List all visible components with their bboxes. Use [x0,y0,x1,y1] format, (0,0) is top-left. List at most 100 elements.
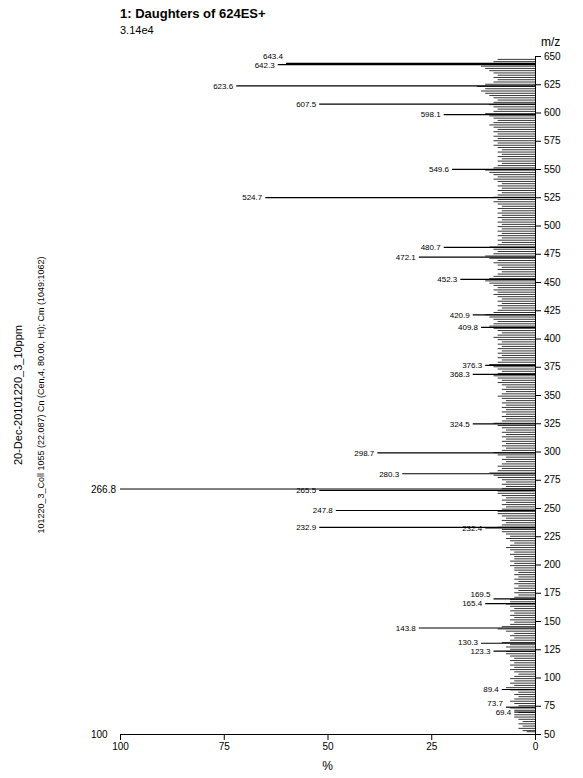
peak [494,97,536,98]
peak [502,332,535,333]
peak [510,683,535,684]
peak [494,323,536,324]
peak [498,181,535,182]
peak [514,714,535,715]
peak [498,100,535,101]
x-tick-label: 50 [322,741,334,752]
x-tick-mark [120,734,121,740]
peak [498,235,535,236]
peak [485,93,535,94]
peak [489,115,535,116]
peak [506,409,535,410]
peak [498,204,535,205]
peak-label: 169.5 [470,590,491,599]
peak [502,445,535,446]
peak [494,319,536,320]
peak [494,366,536,367]
peak [498,493,535,494]
peak [494,140,536,141]
peak [523,730,535,731]
peak [494,294,536,295]
peak [502,183,535,184]
peak [518,696,535,697]
peak [502,384,535,385]
peak-label: 598.1 [421,110,442,119]
peak [510,635,535,636]
peak [506,547,535,548]
peak [494,127,536,128]
peak [506,461,535,462]
y-tick: 600 [535,107,561,118]
peak [502,420,535,421]
y-tick: 325 [535,418,561,429]
peak [514,671,535,672]
peak [502,398,535,399]
peak [498,513,535,514]
peak [494,106,536,107]
peak [498,292,535,293]
peak [502,463,535,464]
info-text: 20-Dec-20101220_3_10ppm [12,325,24,465]
peak [419,256,535,257]
peak [460,279,535,280]
y-tick-label: 325 [544,418,561,429]
peak [514,667,535,668]
peak [518,705,535,706]
peak [494,111,536,112]
x-tick: 100 [112,734,129,752]
peak [502,515,535,516]
peak [510,610,535,611]
peak [498,287,535,288]
peak [319,490,535,491]
peak [494,262,536,263]
y-tick-label: 500 [544,220,561,231]
y-axis-line [536,57,542,735]
y-tick: 475 [535,248,561,259]
series-1 [236,63,535,712]
y-tick-mark [535,141,541,142]
chart: 0255075100507510012515017520022525027530… [0,0,583,778]
peak [498,213,535,214]
peak [494,337,536,338]
peak [498,335,535,336]
peak [502,341,535,342]
peak [510,660,535,661]
peak-label: 409.8 [458,323,479,332]
y-tick-label: 75 [544,700,556,711]
y-tick-mark [535,339,541,340]
peak [510,540,535,541]
y-tick: 550 [535,164,561,175]
peak-label: 123.3 [470,647,491,656]
peak [494,122,536,123]
peak [514,711,535,712]
peak [514,613,535,614]
peak [506,405,535,406]
peak [506,391,535,392]
peak [319,527,535,528]
peak [514,592,535,593]
peak [498,199,535,200]
peak [494,77,536,78]
x-tick: 75 [219,734,231,752]
peak [502,436,535,437]
peak [494,598,536,599]
peak [514,608,535,609]
y-tick: 525 [535,192,561,203]
peak-label: 642.3 [255,61,276,70]
peak [510,644,535,645]
peak [419,627,535,628]
peak [527,731,535,732]
peak [502,188,535,189]
peak [502,267,535,268]
peak [506,533,535,534]
peak [489,258,535,259]
x-tick-label: 75 [219,741,231,752]
y-tick: 275 [535,474,561,485]
peak [498,425,535,426]
peak [510,606,535,607]
y-tick-label: 550 [544,164,561,175]
peak [518,576,535,577]
peak [510,601,535,602]
peak-label: 69.4 [496,708,512,717]
y-tick-mark [535,113,541,114]
